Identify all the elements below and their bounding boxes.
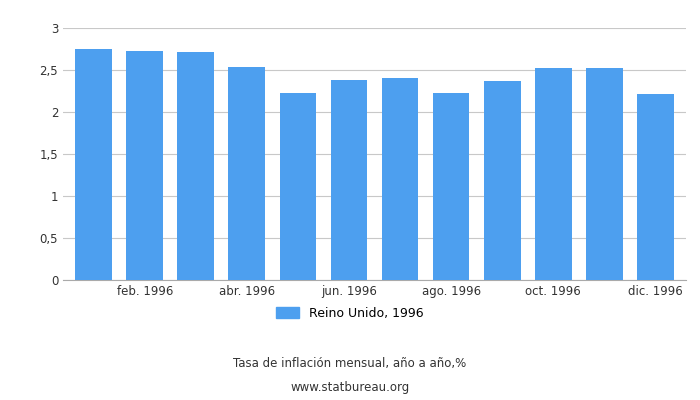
Text: Tasa de inflación mensual, año a año,%: Tasa de inflación mensual, año a año,% <box>233 358 467 370</box>
Legend: Reino Unido, 1996: Reino Unido, 1996 <box>276 307 424 320</box>
Bar <box>433 93 470 280</box>
Bar <box>76 49 112 280</box>
Bar <box>382 78 419 280</box>
Bar <box>177 52 214 280</box>
Bar <box>279 93 316 280</box>
Bar <box>126 51 163 280</box>
Bar <box>228 67 265 280</box>
Bar <box>330 80 368 280</box>
Bar <box>586 68 623 280</box>
Bar <box>484 81 521 280</box>
Text: www.statbureau.org: www.statbureau.org <box>290 382 410 394</box>
Bar <box>535 68 572 280</box>
Bar <box>637 94 673 280</box>
